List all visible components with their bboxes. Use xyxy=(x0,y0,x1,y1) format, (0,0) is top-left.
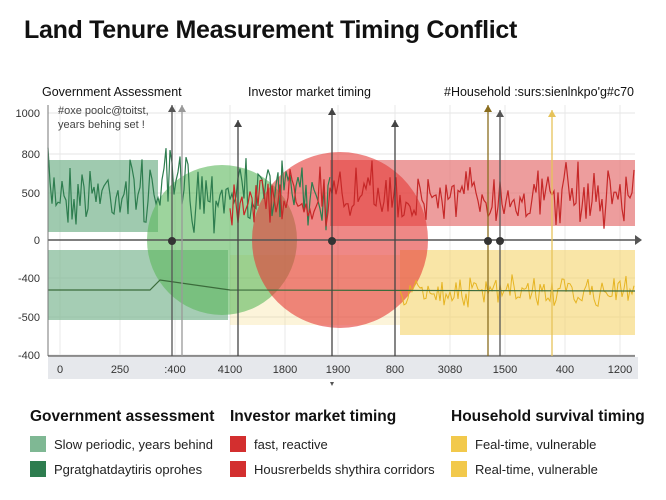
baseline-government xyxy=(48,279,636,292)
x-tick-label: :400 xyxy=(164,364,185,376)
y-tick-label: 800 xyxy=(22,149,40,161)
x-tick-label: 1200 xyxy=(608,364,632,376)
legend-label: Feal-time, vulnerable xyxy=(475,436,597,452)
legend-label: fast, reactive xyxy=(254,436,328,452)
legend-group-investor: Investor market timing fast, reactive Ho… xyxy=(230,408,450,486)
x-tick-label: 1500 xyxy=(493,364,517,376)
chart-title: Land Tenure Measurement Timing Conflict xyxy=(24,16,517,44)
legend-swatch xyxy=(451,436,467,452)
legend-item: Real-time, vulnerable xyxy=(451,461,666,477)
column-header: #Household :surs:sienlnkpo'g#c70 xyxy=(444,85,634,99)
legend-label: Real-time, vulnerable xyxy=(475,461,598,477)
x-tick-label: 400 xyxy=(556,364,574,376)
y-tick-label: 0 xyxy=(34,235,40,247)
axis-arrow-icon xyxy=(635,235,642,245)
legend-swatch xyxy=(451,461,467,477)
arrow-up-icon xyxy=(391,120,399,127)
marker-dot xyxy=(484,237,492,245)
band-government-upper xyxy=(48,160,158,232)
legend-title: Government assessment xyxy=(30,408,215,425)
series-line-government xyxy=(47,147,331,234)
x-tick-label: 800 xyxy=(386,364,404,376)
legend-item: Pgratghatdaytiris oprohes xyxy=(30,461,250,477)
legend-title: Investor market timing xyxy=(230,408,397,425)
arrow-up-icon xyxy=(484,105,492,112)
arrow-up-icon xyxy=(496,110,504,117)
annotation-text: years behing set ! xyxy=(58,119,145,131)
legend-label: Pgratghatdaytiris oprohes xyxy=(54,461,203,477)
arrow-up-icon xyxy=(168,105,176,112)
column-header: Investor market timing xyxy=(248,85,371,99)
marker-dot xyxy=(496,237,504,245)
column-header: Government Assessment xyxy=(42,85,182,99)
legend-swatch xyxy=(230,436,246,452)
legend-item: fast, reactive xyxy=(230,436,450,452)
legend-label: Housrerbelds shythira corridors xyxy=(254,461,435,477)
x-tick-label: 1800 xyxy=(273,364,297,376)
marker-dot xyxy=(328,237,336,245)
y-tick-label: -500 xyxy=(18,312,40,324)
legend-swatch xyxy=(230,461,246,477)
y-tick-label: -400 xyxy=(18,273,40,285)
arrow-up-icon xyxy=(548,110,556,117)
x-tick-label: 250 xyxy=(111,364,129,376)
arrow-up-icon xyxy=(328,108,336,115)
y-tick-label: 1000 xyxy=(16,108,40,120)
legend-group-household: Household survival timing Feal-time, vul… xyxy=(451,408,666,486)
arrow-up-icon xyxy=(234,120,242,127)
x-tick-label: 4100 xyxy=(218,364,242,376)
legend-item: Housrerbelds shythira corridors xyxy=(230,461,450,477)
x-axis-strip xyxy=(48,357,638,379)
marker-dot xyxy=(168,237,176,245)
legend-item: Slow periodic, years behind xyxy=(30,436,250,452)
legend-item: Feal-time, vulnerable xyxy=(451,436,666,452)
x-tick-label: 1900 xyxy=(326,364,350,376)
legend-swatch xyxy=(30,436,46,452)
x-tick-label: 0 xyxy=(57,364,63,376)
arrow-down-icon xyxy=(330,382,334,386)
series-line-investor xyxy=(229,160,635,229)
y-tick-label: -400 xyxy=(18,350,40,362)
legend-swatch xyxy=(30,461,46,477)
legend-group-government: Government assessment Slow periodic, yea… xyxy=(30,408,250,486)
annotation-text: #oxe poolc@toitst, xyxy=(58,105,149,117)
y-tick-label: 500 xyxy=(22,188,40,200)
legend-label: Slow periodic, years behind xyxy=(54,436,213,452)
legend-title: Household survival timing xyxy=(451,408,645,425)
x-tick-label: 3080 xyxy=(438,364,462,376)
series-line-household xyxy=(399,274,635,308)
arrow-up-icon xyxy=(178,105,186,112)
chart: 1000 800 500 0 -400 -500 -400 0 250 :400 4100 1800 1… xyxy=(16,85,642,386)
